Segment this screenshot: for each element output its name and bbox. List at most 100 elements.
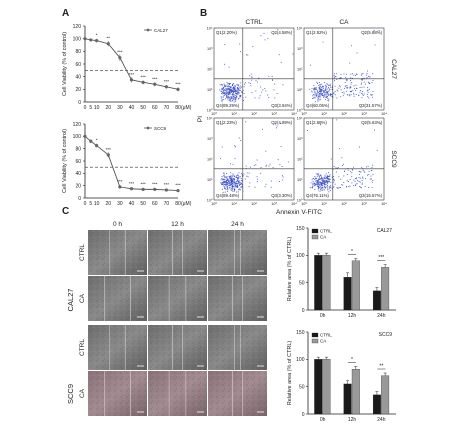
cal27-viability-significance: * bbox=[96, 33, 98, 38]
scc9-viability-legend-label: SCC9 bbox=[154, 126, 167, 131]
flow-q2-label: Q2(4.89%) bbox=[271, 120, 292, 125]
cal27-viability-data-point bbox=[118, 56, 122, 60]
scc9-viability-data-point bbox=[129, 187, 134, 191]
flow-y-tick-label: 10² bbox=[207, 157, 213, 161]
flow-y-tick-label: 10⁴ bbox=[297, 116, 303, 120]
cal27-viability-ytick-label: 20 bbox=[75, 87, 81, 93]
micrograph-texture bbox=[148, 325, 207, 370]
flow-y-tick-label: 10¹ bbox=[297, 88, 303, 92]
cal27-viability-ytick-label: 0 bbox=[78, 100, 81, 106]
cal27-migration-bar-ctrl bbox=[343, 277, 352, 311]
flow-q1-label: Q1(2.20%) bbox=[216, 30, 237, 35]
flow-x-tick-label: 10¹ bbox=[231, 112, 237, 116]
scc9-migration-significance: * bbox=[351, 357, 353, 363]
cal27-viability-ytick-label: 100 bbox=[73, 36, 82, 42]
flow-x-tick-label: 10² bbox=[251, 202, 257, 206]
cal27-viability-xtick-label: 70 bbox=[164, 105, 170, 111]
flow-q2-label: Q2(5.88%) bbox=[361, 30, 382, 35]
cal27-viability-data-point bbox=[95, 38, 99, 43]
flow-y-tick-label: 10² bbox=[297, 157, 303, 161]
flow-x-tick-label: 10² bbox=[341, 112, 347, 116]
cal27-viability-data-point bbox=[153, 82, 157, 86]
flow-y-tick-label: 10⁰ bbox=[207, 198, 213, 202]
scc9-migration-ytick-label: 150 bbox=[296, 330, 305, 336]
cal27-viability-data-point bbox=[164, 85, 168, 89]
cal27-migration-legend-swatch bbox=[311, 228, 319, 234]
micro-row-label: CA bbox=[79, 293, 86, 303]
scc9-migration-ytick-label: 50 bbox=[299, 384, 305, 390]
scc9-migration-legend-swatch bbox=[311, 332, 319, 338]
flow-y-tick-label: 10³ bbox=[297, 137, 303, 141]
scc9-viability-ytick-label: 120 bbox=[73, 122, 82, 128]
micrograph-texture bbox=[88, 325, 147, 370]
cal27-viability-data-point bbox=[83, 37, 87, 41]
flow-x-tick-label: 10⁰ bbox=[211, 112, 217, 116]
scc9-migration-bar-ctrl bbox=[372, 394, 381, 415]
scc9-viability-significance: *** bbox=[175, 183, 181, 188]
scc9-migration-legend-label: CA bbox=[320, 339, 326, 344]
scc9-viability-y-label: Cell Viability (% of control) bbox=[62, 129, 68, 193]
cal27-viability-data-point bbox=[141, 80, 145, 84]
flow-q3-label: Q3(3.94%) bbox=[271, 103, 292, 108]
scc9-migration-bar-ctrl bbox=[343, 383, 352, 415]
micrograph-texture bbox=[208, 230, 267, 275]
flow-x-tick-label: 10⁴ bbox=[381, 112, 387, 116]
scc9-migration-ytick-label: 0 bbox=[302, 412, 305, 418]
micro-row-label: CTRL bbox=[79, 244, 86, 261]
panel-letter-a: A bbox=[62, 8, 69, 19]
panel-letter-c: C bbox=[62, 206, 69, 217]
cal27-viability-significance: *** bbox=[152, 76, 158, 81]
micro-time-header: 24 h bbox=[231, 221, 244, 228]
flow-q4-label: Q4(76.11%) bbox=[306, 193, 329, 198]
scc9-viability-data-point bbox=[95, 143, 99, 148]
cal27-migration-ytick-label: 50 bbox=[299, 280, 305, 286]
cal27-migration-legend-label: CTRL bbox=[320, 229, 332, 234]
flow-y-tick-label: 10⁰ bbox=[297, 108, 303, 112]
scc9-migration-legend-swatch bbox=[311, 338, 319, 344]
scc9-viability-ytick-label: 100 bbox=[73, 134, 82, 140]
flow-q3-label: Q3(3.30%) bbox=[271, 193, 292, 198]
flow-dot-cloud bbox=[309, 30, 380, 103]
cal27-viability-y-label: Cell Viability (% of control) bbox=[62, 32, 68, 96]
cal27-migration-significance: *** bbox=[378, 255, 384, 261]
cal27-migration-category-label: 24h bbox=[377, 313, 386, 319]
cal27-migration-bar-ca bbox=[351, 260, 360, 311]
flow-dot-cloud bbox=[220, 121, 289, 193]
flow-x-tick-label: 10⁴ bbox=[291, 202, 297, 206]
scc9-viability-ytick-label: 40 bbox=[75, 171, 81, 177]
flow-q3-label: Q3(31.57%) bbox=[359, 103, 383, 108]
scc9-viability-xtick-label: 50 bbox=[140, 201, 146, 207]
cal27-viability-xtick-label: 0 bbox=[84, 105, 87, 111]
flow-x-tick-label: 10⁰ bbox=[301, 202, 307, 206]
micrograph-texture bbox=[148, 230, 207, 275]
scc9-migration-category-label: 12h bbox=[348, 417, 357, 423]
flow-q1-label: Q1(2.68%) bbox=[306, 120, 327, 125]
micrograph-texture bbox=[208, 276, 267, 321]
scc9-migration-bar-ca bbox=[351, 369, 360, 415]
scc9-migration-title: SCC9 bbox=[379, 332, 393, 338]
cal27-migration-category-label: 12h bbox=[348, 313, 357, 319]
flow-x-tick-label: 10¹ bbox=[321, 202, 327, 206]
scc9-viability-ytick-label: 60 bbox=[75, 159, 81, 165]
flow-y-tick-label: 10⁴ bbox=[207, 116, 213, 120]
cal27-migration-significance: * bbox=[351, 249, 353, 255]
micrograph-texture bbox=[88, 371, 147, 416]
scc9-viability-series-line bbox=[84, 135, 179, 192]
panel-letter-b: B bbox=[200, 8, 207, 19]
scc9-viability-data-point bbox=[118, 185, 122, 189]
scc9-viability-xtick-label: 80 bbox=[175, 201, 181, 207]
cal27-migration-bar-ca bbox=[322, 255, 331, 311]
cal27-viability-series-line bbox=[84, 38, 179, 90]
scc9-viability-significance: *** bbox=[140, 181, 146, 186]
micrograph-texture bbox=[208, 371, 267, 416]
flow-x-tick-label: 10⁴ bbox=[381, 202, 387, 206]
flow-y-tick-label: 10³ bbox=[297, 47, 303, 51]
flow-x-axis-label: Annexin V-FITC bbox=[276, 209, 322, 216]
cal27-migration-legend-label: CA bbox=[320, 235, 326, 240]
scc9-migration-category-label: 0h bbox=[320, 417, 326, 423]
flow-x-tick-label: 10⁰ bbox=[211, 202, 217, 206]
cal27-viability-legend-marker bbox=[146, 28, 150, 32]
scc9-viability-legend-marker bbox=[146, 126, 150, 130]
cal27-viability-ytick-label: 60 bbox=[75, 62, 81, 68]
cal27-migration-ytick-label: 150 bbox=[296, 226, 305, 232]
